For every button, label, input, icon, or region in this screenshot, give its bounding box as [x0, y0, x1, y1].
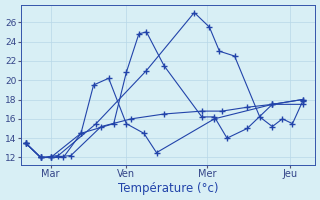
X-axis label: Température (°c): Température (°c): [117, 182, 218, 195]
